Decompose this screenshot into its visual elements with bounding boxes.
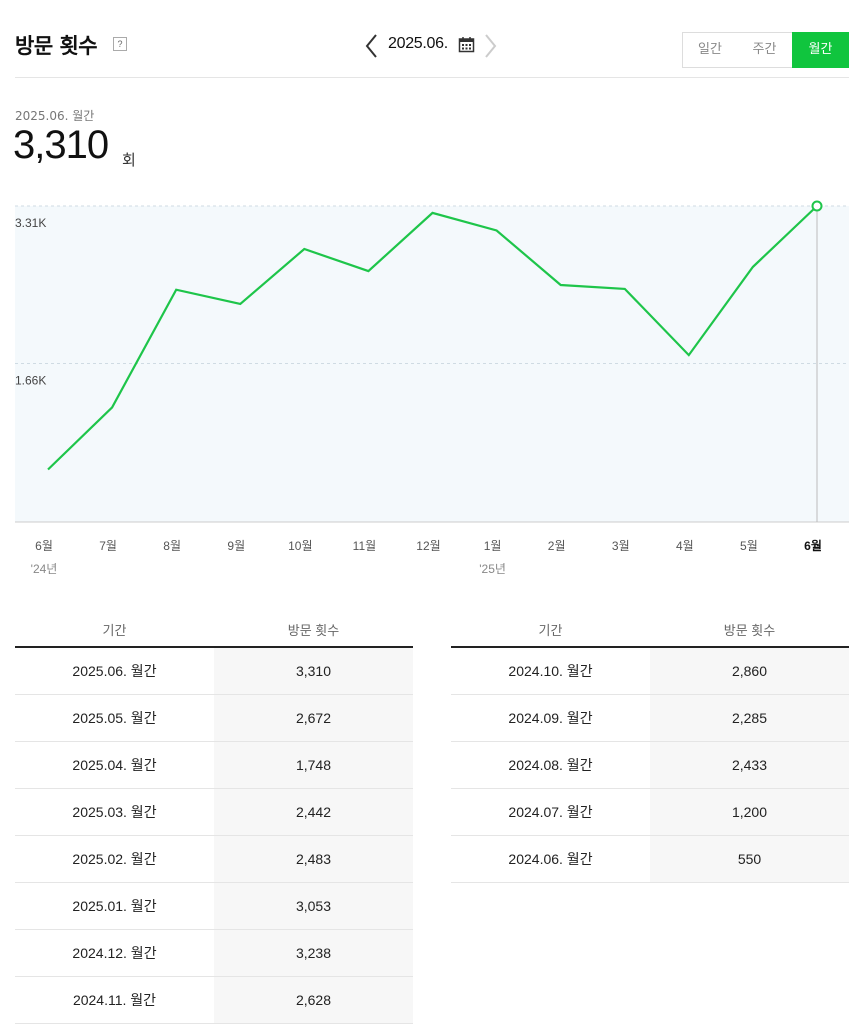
x-tick-label: 2월 xyxy=(548,539,566,553)
total-visits-value: 3,310 xyxy=(13,123,109,167)
summary-period-label: 2025.06. 월간 xyxy=(15,109,95,123)
table-row: 2025.04. 월간 1,748 xyxy=(15,741,413,789)
period-cell: 2025.04. 월간 xyxy=(15,741,214,789)
table-row: 2024.08. 월간 2,433 xyxy=(451,741,849,789)
table-row: 2025.06. 월간 3,310 xyxy=(15,647,413,695)
tab-weekly[interactable]: 주간 xyxy=(737,32,793,68)
series-line xyxy=(47,205,818,471)
visits-cell: 3,310 xyxy=(214,647,413,695)
period-cell: 2024.09. 월간 xyxy=(451,694,650,742)
highlight-point xyxy=(811,200,823,212)
x-tick-label: 4월 xyxy=(676,539,694,553)
x-tick-label: 9월 xyxy=(227,539,245,553)
period-label: 2025.06. xyxy=(388,35,448,52)
visits-cell: 2,860 xyxy=(650,647,849,695)
table-row: 2024.10. 월간 2,860 xyxy=(451,647,849,695)
period-cell: 2025.03. 월간 xyxy=(15,788,214,836)
x-tick-label: 6월 xyxy=(804,538,822,553)
visits-cell: 2,285 xyxy=(650,694,849,742)
visits-line-chart: 3.31K 1.66K 6월 '24년 7월 8월 9월 10월 11월 12월 1월 '25년 2월 3… xyxy=(15,200,849,576)
x-tick-label: 8월 xyxy=(163,539,181,553)
x-tick-label: 3월 xyxy=(612,539,630,553)
table-row: 2024.07. 월간 1,200 xyxy=(451,788,849,836)
period-cell: 2024.08. 월간 xyxy=(451,741,650,789)
period-cell: 2024.11. 월간 xyxy=(15,976,214,1024)
x-tick-label: 12월 xyxy=(416,539,440,553)
visits-cell: 2,483 xyxy=(214,835,413,883)
total-visits-unit: 회 xyxy=(122,151,136,169)
x-tick-label: 6월 xyxy=(35,539,53,553)
column-header-period: 기간 xyxy=(451,612,650,648)
header: 방문 횟수 ? 2025.06. 일간 주간 월간 xyxy=(0,0,857,78)
table-row: 2025.01. 월간 3,053 xyxy=(15,882,413,930)
x-tick-label: 5월 xyxy=(740,539,758,553)
period-cell: 2024.10. 월간 xyxy=(451,647,650,695)
visits-cell: 550 xyxy=(650,835,849,883)
tab-monthly[interactable]: 월간 xyxy=(792,32,849,68)
chevron-left-icon xyxy=(365,34,377,58)
visits-cell: 3,238 xyxy=(214,929,413,977)
x-tick-label: 1월 xyxy=(484,539,502,553)
table-row: 2024.11. 월간 2,628 xyxy=(15,976,413,1024)
header-divider xyxy=(15,77,849,78)
help-icon[interactable]: ? xyxy=(113,37,127,51)
visits-cell: 1,200 xyxy=(650,788,849,836)
period-cell: 2025.06. 월간 xyxy=(15,647,214,695)
visits-cell: 2,672 xyxy=(214,694,413,742)
table-row: 2024.09. 월간 2,285 xyxy=(451,694,849,742)
y-tick-label: 3.31K xyxy=(15,216,46,230)
visits-table-left: 기간 방문 횟수 2025.06. 월간 3,310 2025.05. 월간 2,67… xyxy=(15,612,413,1024)
tab-daily[interactable]: 일간 xyxy=(682,32,738,68)
x-year-label: '25년 xyxy=(479,562,506,576)
page-title: 방문 횟수 xyxy=(15,34,98,58)
x-tick-label: 11월 xyxy=(353,539,377,553)
previous-period-button[interactable] xyxy=(362,32,382,60)
visits-cell: 2,628 xyxy=(214,976,413,1024)
period-cell: 2024.07. 월간 xyxy=(451,788,650,836)
visits-cell: 2,442 xyxy=(214,788,413,836)
period-cell: 2025.05. 월간 xyxy=(15,694,214,742)
visits-cell: 2,433 xyxy=(650,741,849,789)
calendar-icon[interactable] xyxy=(458,36,475,53)
chevron-right-icon xyxy=(485,34,497,58)
table-row: 2025.05. 월간 2,672 xyxy=(15,694,413,742)
x-tick-label: 7월 xyxy=(99,539,117,553)
table-row: 2024.12. 월간 3,238 xyxy=(15,929,413,977)
period-cell: 2025.02. 월간 xyxy=(15,835,214,883)
visits-cell: 3,053 xyxy=(214,882,413,930)
column-header-period: 기간 xyxy=(15,612,214,648)
column-header-visits: 방문 횟수 xyxy=(214,612,413,648)
period-cell: 2024.12. 월간 xyxy=(15,929,214,977)
x-tick-label: 10월 xyxy=(288,539,312,553)
visits-table-right: 기간 방문 횟수 2024.10. 월간 2,860 2024.09. 월간 2,28… xyxy=(451,612,849,883)
y-tick-label: 1.66K xyxy=(15,374,46,388)
period-cell: 2025.01. 월간 xyxy=(15,882,214,930)
table-row: 2025.03. 월간 2,442 xyxy=(15,788,413,836)
column-header-visits: 방문 횟수 xyxy=(650,612,849,648)
x-year-label: '24년 xyxy=(31,562,58,576)
visits-cell: 1,748 xyxy=(214,741,413,789)
next-period-button[interactable] xyxy=(480,32,500,60)
period-cell: 2024.06. 월간 xyxy=(451,835,650,883)
table-row: 2025.02. 월간 2,483 xyxy=(15,835,413,883)
table-row: 2024.06. 월간 550 xyxy=(451,835,849,883)
